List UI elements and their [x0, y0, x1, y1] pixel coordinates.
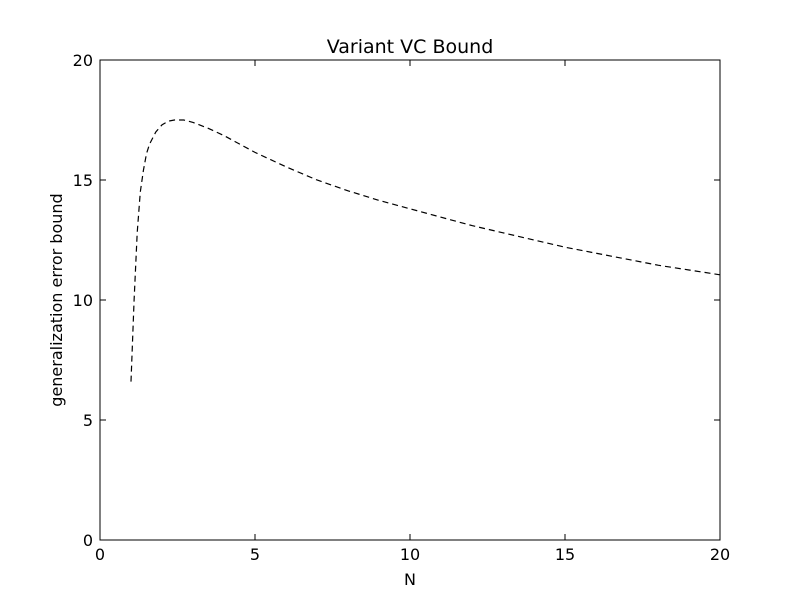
x-tick-label: 20	[710, 545, 730, 564]
x-tick-label: 0	[95, 545, 105, 564]
series-line	[130, 119, 721, 382]
y-tick-label: 20	[73, 51, 93, 70]
y-tick-labels: 0 5 10 15 20	[73, 51, 93, 550]
x-tick-label: 15	[555, 545, 575, 564]
y-tick-label: 0	[83, 531, 93, 550]
y-tick-label: 10	[73, 291, 93, 310]
chart-title: Variant VC Bound	[327, 36, 494, 58]
y-axis-label: generalization error bound	[47, 193, 66, 406]
plot-frame	[99, 59, 721, 541]
x-tick-labels: 0 5 10 15 20	[95, 545, 730, 564]
y-tick-label: 5	[83, 411, 93, 430]
x-tick-label: 10	[400, 545, 420, 564]
x-axis-label: N	[404, 570, 416, 589]
y-tick-label: 15	[73, 171, 93, 190]
x-tick-label: 5	[250, 545, 260, 564]
